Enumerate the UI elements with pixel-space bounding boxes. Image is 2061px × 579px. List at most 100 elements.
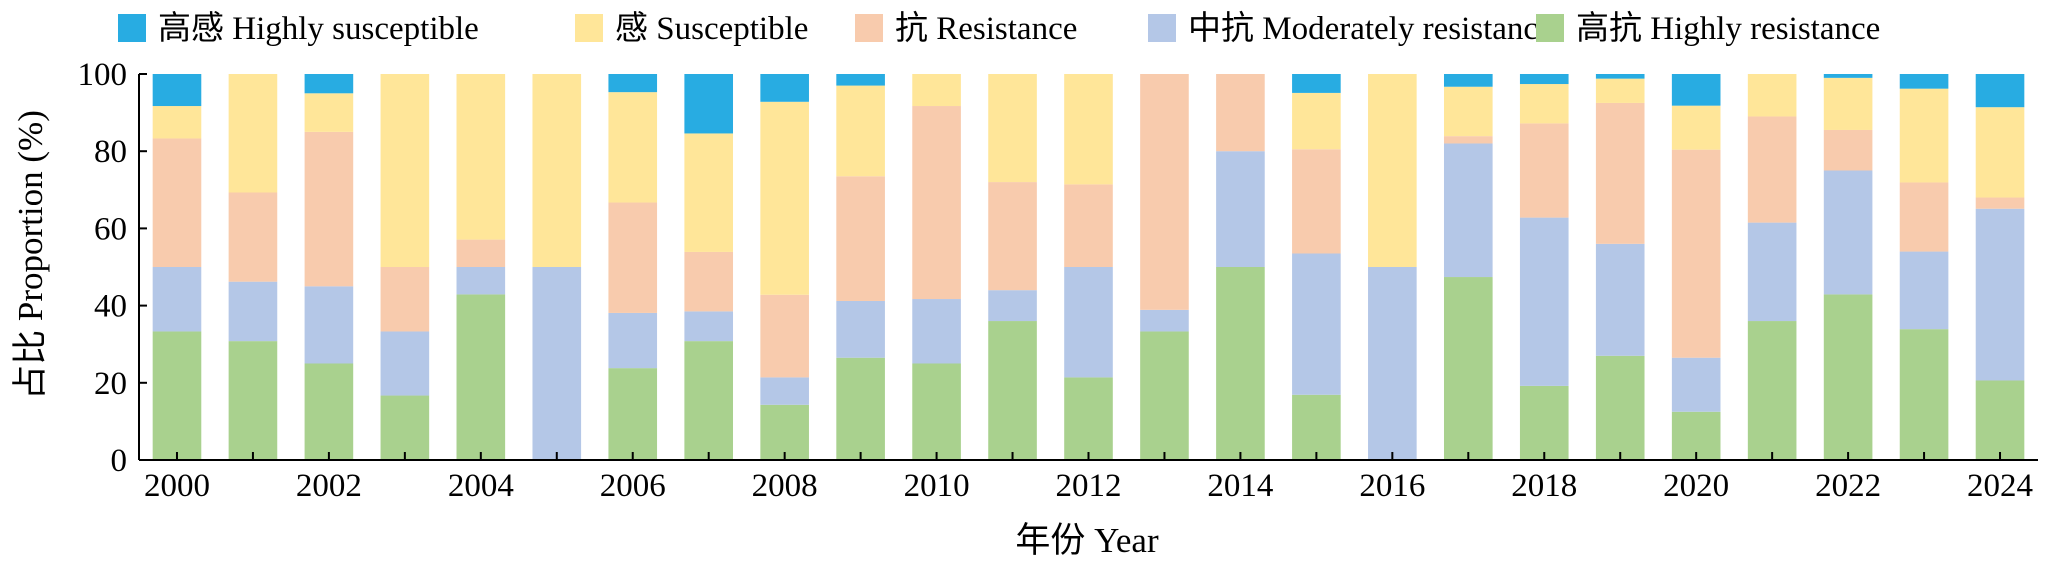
y-tick-label: 40 <box>94 289 127 325</box>
bar-segment <box>1140 74 1189 310</box>
bar-segment <box>1823 294 1873 460</box>
legend-label: 中抗 Moderately resistance <box>1188 10 1553 47</box>
bar-segment <box>304 74 354 94</box>
x-tick-label: 2012 <box>1056 468 1122 504</box>
bar-segment <box>456 74 506 240</box>
bar-segment <box>1823 129 1873 171</box>
x-tick-label: 2024 <box>1967 468 2033 504</box>
bar-segment <box>1140 331 1189 460</box>
bar-segment <box>1292 394 1341 460</box>
bar-segment <box>684 311 734 342</box>
bar-segment <box>304 131 354 287</box>
bar-segment <box>836 85 885 177</box>
bar-segment <box>608 202 658 313</box>
bar-segment <box>1671 357 1721 412</box>
bar-segment <box>1823 77 1873 130</box>
bar-segment <box>1595 243 1645 356</box>
legend-label: 感 Susceptible <box>615 10 808 47</box>
bar-segment <box>228 281 278 342</box>
bar-segment <box>304 286 354 364</box>
x-tick-label: 2022 <box>1815 468 1881 504</box>
bar-segment <box>608 74 658 93</box>
bar-segment <box>1899 74 1949 89</box>
y-tick-label: 20 <box>94 366 127 402</box>
legend: 高感 Highly susceptible 感 Susceptible 抗 Resi… <box>118 10 1880 47</box>
bar-segment <box>1216 74 1265 152</box>
bar-segment <box>1975 107 2025 198</box>
bar-segment <box>1443 74 1493 87</box>
bar-segment <box>1519 123 1569 218</box>
bar-segment <box>1975 197 2025 209</box>
bar-segment <box>532 267 582 460</box>
bar-segment <box>1747 222 1797 322</box>
bar-segment <box>912 363 961 460</box>
bar-segment <box>1747 116 1797 223</box>
bar-segment <box>1519 217 1569 386</box>
bar-segment <box>1823 74 1873 78</box>
bar-segment <box>836 176 885 301</box>
bar-segment <box>1519 84 1569 124</box>
bar-segment <box>1140 309 1189 332</box>
x-tick-label: 2018 <box>1511 468 1577 504</box>
bar-segment <box>912 74 961 107</box>
bar-segment <box>532 74 582 267</box>
legend-label: 抗 Resistance <box>895 10 1077 47</box>
bar-segment <box>152 331 202 460</box>
bar-segment <box>836 357 885 460</box>
bar-segment <box>152 74 202 107</box>
bar-segment <box>1975 74 2025 108</box>
bar-segment <box>304 93 354 132</box>
bar-segment <box>608 92 658 203</box>
bar-segment <box>1899 251 1949 330</box>
legend-swatch <box>1536 14 1564 42</box>
bar-segment <box>760 294 809 378</box>
bar-segment <box>304 363 354 460</box>
bar-segment <box>1595 102 1645 244</box>
bar-segment <box>1747 321 1797 460</box>
bar-segment <box>1292 92 1341 150</box>
legend-swatch <box>575 14 603 42</box>
x-tick-label: 2006 <box>600 468 666 504</box>
bar-segment <box>1595 355 1645 460</box>
bar-segment <box>1747 74 1797 117</box>
bar-segment <box>456 267 506 295</box>
bar-segment <box>1823 170 1873 295</box>
bar-segment <box>1595 74 1645 79</box>
bar-segment <box>456 294 506 460</box>
legend-swatch <box>118 14 146 42</box>
bar-segment <box>912 106 961 300</box>
bar-segment <box>684 251 734 312</box>
legend-swatch <box>1148 14 1176 42</box>
x-tick-label: 2002 <box>296 468 362 504</box>
bar-segment <box>1216 151 1265 267</box>
bar-segment <box>1443 143 1493 278</box>
bar-segment <box>152 138 202 267</box>
x-tick-label: 2000 <box>144 468 210 504</box>
bar-segment <box>836 74 885 86</box>
y-tick-label: 60 <box>94 211 127 247</box>
bar-segment <box>380 331 430 396</box>
bar-segment <box>228 74 278 193</box>
bar-segment <box>1975 208 2025 381</box>
x-axis-title: 年份 Year <box>1015 521 1159 560</box>
bar-segment <box>836 300 885 358</box>
y-tick-label: 100 <box>78 57 128 93</box>
bar-segment <box>684 341 734 460</box>
bar-segment <box>1292 74 1341 93</box>
legend-label: 高抗 Highly resistance <box>1576 10 1880 47</box>
bar-segment <box>1292 253 1341 395</box>
x-tick-label: 2004 <box>448 468 514 504</box>
bar-segment <box>1064 377 1113 460</box>
bar-segment <box>988 321 1037 460</box>
bar-segment <box>152 106 202 139</box>
bar-segment <box>1064 267 1113 378</box>
bar-segment <box>1443 277 1493 460</box>
bar-segment <box>1671 105 1721 150</box>
bar-segment <box>760 74 809 102</box>
bar-segment <box>1595 78 1645 103</box>
bar-segment <box>988 290 1037 322</box>
bar-segment <box>380 395 430 460</box>
bar-segment <box>608 312 658 369</box>
bar-segment <box>760 377 809 405</box>
bar-segment <box>1443 136 1493 144</box>
